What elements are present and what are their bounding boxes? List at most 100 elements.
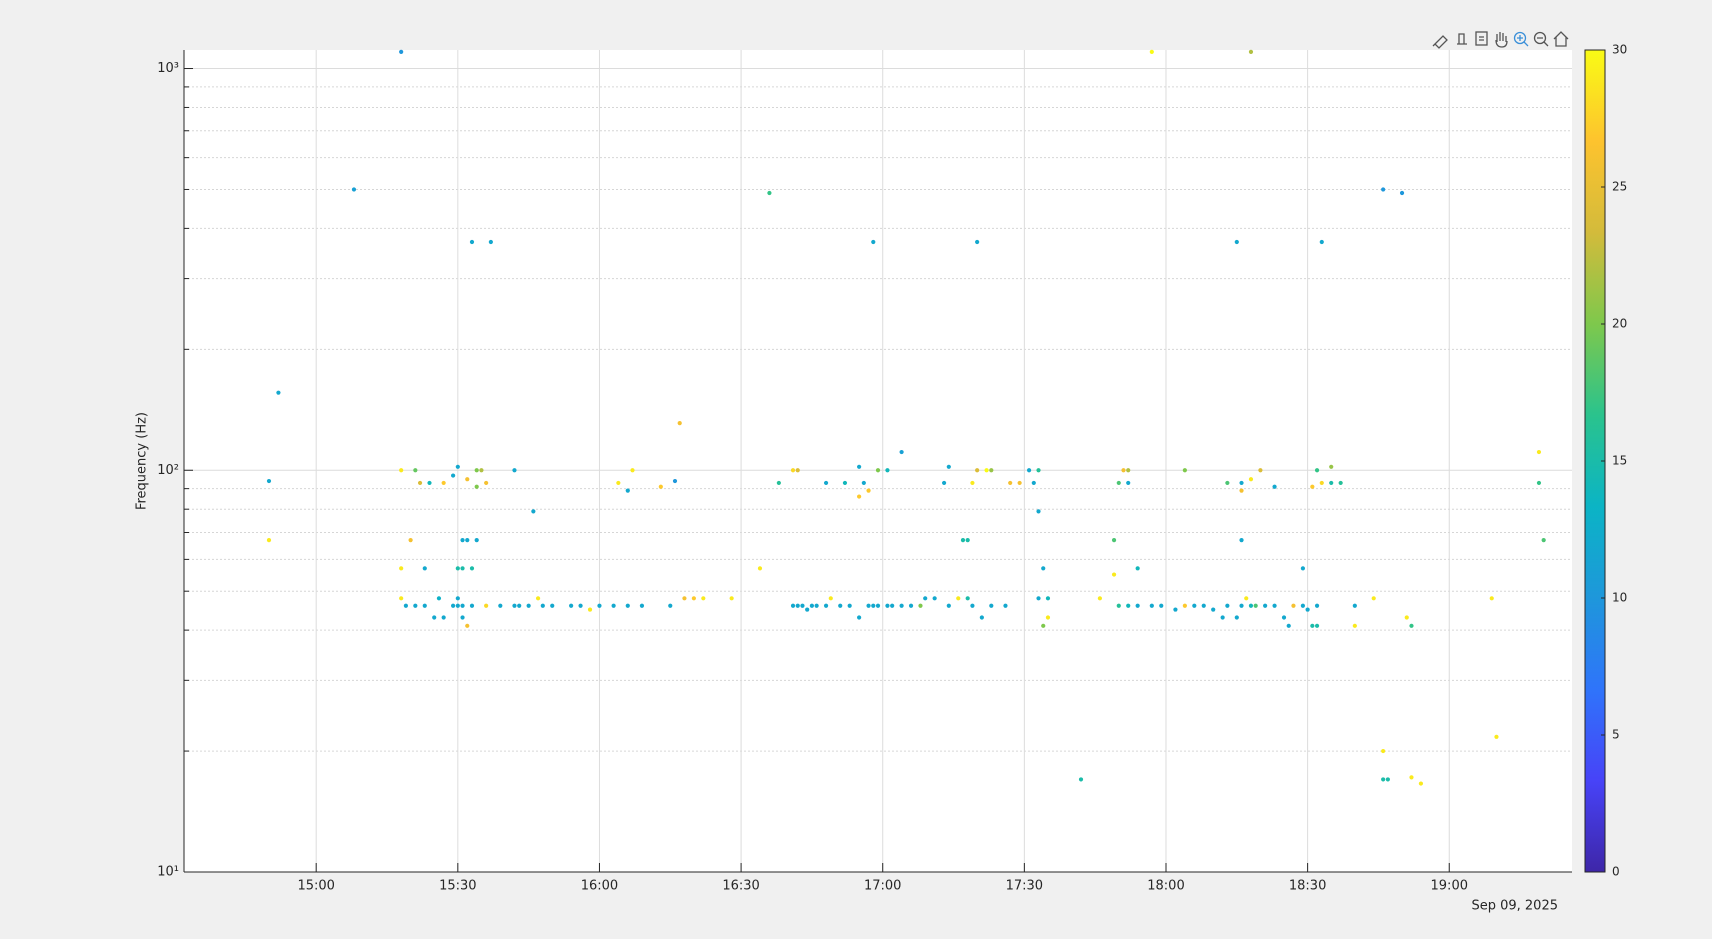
data-point (1291, 603, 1296, 608)
data-point (861, 480, 866, 486)
home-tool[interactable] (1553, 31, 1569, 47)
data-point (1135, 566, 1140, 571)
data-point (1149, 49, 1154, 54)
data-point (451, 603, 456, 608)
data-point (1008, 480, 1013, 486)
data-point (512, 603, 517, 608)
data-point (578, 603, 583, 608)
data-point (1253, 603, 1258, 608)
data-point (1045, 596, 1051, 601)
data-point (979, 615, 984, 620)
data-point (672, 478, 678, 484)
data-point (474, 468, 479, 473)
data-point (460, 615, 465, 620)
data-point (965, 538, 970, 543)
x-tick-label: 18:30 (1289, 879, 1326, 894)
data-point (1097, 596, 1102, 601)
data-point (975, 468, 980, 473)
zoom-out-tool[interactable] (1533, 31, 1549, 47)
data-point (757, 566, 763, 571)
data-point (1026, 468, 1032, 473)
data-point (847, 603, 852, 608)
datatip-tool[interactable] (1475, 31, 1488, 46)
data-point (526, 603, 531, 608)
data-point (890, 603, 895, 608)
data-point (266, 478, 272, 484)
x-tick-label: 16:00 (581, 879, 618, 894)
data-point (460, 566, 465, 571)
data-point (795, 603, 800, 608)
data-point (1286, 623, 1291, 628)
data-point (1149, 603, 1154, 608)
data-point (1031, 480, 1036, 486)
data-point (1036, 509, 1041, 514)
data-point (871, 239, 876, 245)
data-point (857, 494, 862, 499)
data-point (918, 603, 923, 608)
colorbar-tick-label: 0 (1612, 865, 1620, 879)
x-tick-label: 18:00 (1147, 879, 1184, 894)
data-point (946, 603, 951, 608)
data-point (795, 468, 800, 473)
data-point (1159, 603, 1164, 608)
data-point (276, 390, 281, 395)
data-point (1182, 603, 1187, 608)
data-point (1404, 615, 1409, 620)
data-point (989, 468, 994, 473)
data-point (814, 603, 819, 608)
data-point (1111, 538, 1117, 543)
data-point (682, 596, 687, 601)
data-point (569, 603, 574, 608)
data-point (842, 480, 848, 486)
data-point (465, 623, 470, 628)
data-point (1329, 480, 1334, 486)
data-point (970, 603, 975, 608)
data-point (531, 509, 536, 514)
data-point (1314, 603, 1320, 608)
data-point (465, 477, 470, 482)
data-point (1220, 615, 1225, 620)
data-point (1239, 538, 1244, 543)
data-point (469, 603, 475, 608)
data-point (1381, 748, 1386, 754)
data-tips-tool[interactable] (1457, 33, 1467, 45)
data-point (1003, 603, 1008, 608)
data-point (899, 603, 904, 608)
data-point (639, 603, 645, 608)
data-point (399, 596, 404, 601)
data-point (451, 473, 456, 478)
data-point (1239, 480, 1244, 486)
data-point (625, 488, 630, 493)
data-point (1017, 480, 1022, 486)
zoom-in-tool[interactable] (1513, 31, 1529, 47)
data-point (498, 603, 503, 608)
brush-tool[interactable] (1432, 35, 1448, 49)
data-point (1536, 449, 1542, 455)
data-point (970, 480, 975, 486)
data-point (1126, 480, 1131, 486)
data-point (1116, 480, 1121, 486)
data-point (691, 596, 696, 601)
data-point (484, 603, 489, 608)
data-point (1036, 468, 1041, 473)
axes-toolbar (1432, 31, 1569, 49)
data-point (399, 566, 404, 571)
data-point (432, 615, 437, 620)
data-point (805, 607, 810, 612)
pan-tool[interactable] (1495, 32, 1508, 48)
data-point (1272, 603, 1277, 608)
data-point (1126, 603, 1131, 608)
data-point (1329, 464, 1334, 469)
data-point (857, 615, 862, 620)
data-point (899, 449, 904, 455)
data-point (1234, 239, 1239, 245)
data-point (1272, 484, 1277, 489)
data-point (517, 603, 522, 608)
plot-area (184, 50, 1572, 872)
data-point (1305, 607, 1310, 612)
data-point (1314, 468, 1320, 473)
data-point (1399, 190, 1405, 196)
data-point (1258, 468, 1263, 473)
data-point (956, 596, 961, 601)
